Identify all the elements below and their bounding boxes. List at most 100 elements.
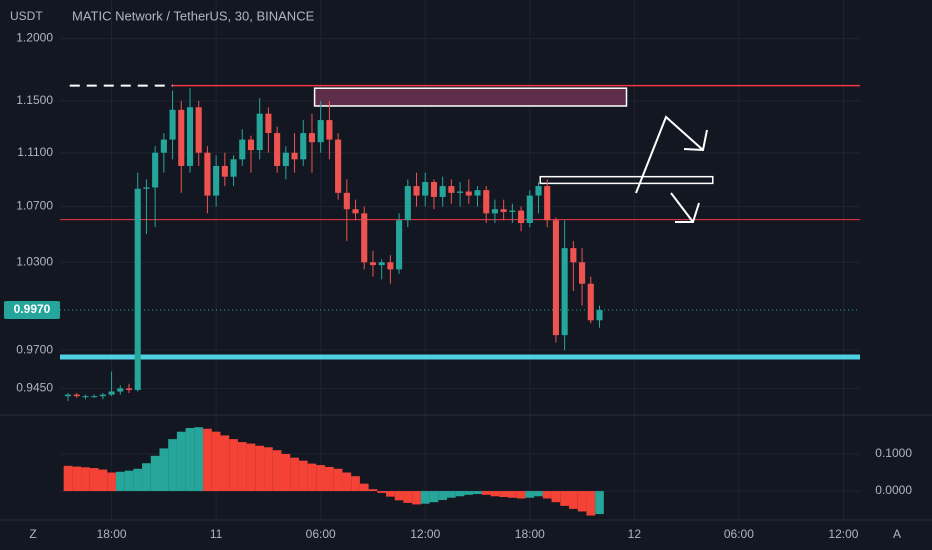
x-tick-label: 06:00 bbox=[306, 527, 336, 541]
x-tick-label: 12 bbox=[628, 527, 642, 541]
histogram-bar bbox=[72, 466, 82, 492]
histogram-bar bbox=[325, 466, 334, 492]
candle-body bbox=[247, 139, 255, 151]
zoom-button[interactable]: Z bbox=[29, 527, 36, 541]
unit-label: USDT bbox=[10, 9, 43, 23]
chart-title: MATIC Network / TetherUS, 30, BINANCE bbox=[72, 8, 315, 23]
candle-body bbox=[422, 182, 429, 196]
candle-body bbox=[204, 152, 211, 196]
histogram-bar bbox=[281, 453, 291, 492]
histogram-bar bbox=[176, 431, 186, 492]
histogram-bar bbox=[107, 472, 116, 492]
arrow-up bbox=[635, 115, 704, 194]
histogram-bar bbox=[394, 491, 404, 501]
histogram-bar bbox=[63, 465, 73, 492]
x-tick-label: 18:00 bbox=[515, 527, 545, 541]
histogram-bar bbox=[220, 435, 230, 492]
candle-body bbox=[474, 190, 481, 196]
x-tick-label: 12:00 bbox=[410, 527, 440, 541]
histogram-bar bbox=[298, 460, 308, 492]
candle-body bbox=[491, 209, 498, 214]
candle-body bbox=[230, 159, 237, 177]
zones bbox=[313, 87, 714, 185]
candle-body bbox=[152, 152, 159, 188]
histogram-bar bbox=[455, 491, 465, 497]
candle-body bbox=[343, 192, 350, 210]
histogram-bar bbox=[342, 472, 352, 492]
candle-body bbox=[404, 186, 411, 221]
candle-body bbox=[369, 262, 377, 266]
auto-scale-button[interactable]: A bbox=[893, 527, 901, 541]
candle-body bbox=[439, 186, 446, 197]
candle-body bbox=[282, 152, 289, 166]
candle-body bbox=[544, 186, 551, 221]
candle-body bbox=[91, 396, 98, 398]
candle-body bbox=[579, 262, 586, 284]
y-tick-label: 1.0300 bbox=[16, 254, 53, 268]
candle-body bbox=[265, 113, 272, 134]
histogram-bar bbox=[211, 431, 221, 492]
histogram-bar bbox=[133, 468, 143, 492]
histogram-bar bbox=[473, 491, 482, 495]
histogram-bar bbox=[595, 491, 604, 515]
x-tick-label: 11 bbox=[210, 527, 223, 541]
histogram-bar bbox=[168, 439, 177, 492]
histogram-bar bbox=[490, 491, 500, 497]
histogram-bar bbox=[115, 471, 125, 492]
candle-body bbox=[552, 220, 559, 336]
histogram-bar bbox=[429, 491, 439, 503]
candle-body bbox=[430, 182, 437, 197]
histogram-bar bbox=[525, 491, 535, 498]
candle-body bbox=[587, 283, 594, 321]
candle-body bbox=[274, 133, 281, 166]
histogram-bar bbox=[464, 491, 474, 495]
indicator-tick-label: 0.0000 bbox=[875, 483, 912, 497]
histogram-bar bbox=[307, 463, 317, 492]
candle-body bbox=[596, 309, 603, 321]
histogram-bar bbox=[499, 491, 509, 497]
candle-body bbox=[378, 262, 385, 266]
candle-body bbox=[535, 186, 542, 196]
histogram-bar bbox=[403, 491, 413, 503]
histogram-bar bbox=[194, 427, 204, 492]
candle-body bbox=[134, 188, 141, 390]
arrow-head bbox=[675, 202, 700, 223]
candle-body bbox=[518, 210, 525, 223]
candle-body bbox=[335, 139, 342, 193]
candle-body bbox=[465, 191, 472, 196]
y-tick-label: 1.1100 bbox=[17, 145, 53, 159]
candle-body bbox=[413, 186, 420, 196]
y-tick-label: 1.2000 bbox=[16, 31, 53, 45]
histogram-bar bbox=[124, 470, 134, 492]
histogram-bar bbox=[359, 483, 369, 492]
candle-body bbox=[300, 133, 307, 160]
candle-body bbox=[213, 165, 220, 196]
candle-body bbox=[64, 394, 72, 397]
histogram-bar bbox=[351, 476, 360, 492]
histogram-bar bbox=[246, 443, 256, 492]
candle-body bbox=[256, 113, 263, 151]
histogram-bar bbox=[255, 445, 265, 492]
histogram-bar bbox=[316, 465, 326, 492]
histogram-bar bbox=[386, 491, 395, 497]
candle-body bbox=[291, 152, 298, 160]
histogram-bar bbox=[264, 447, 273, 492]
histogram-bar bbox=[237, 442, 247, 492]
histogram-bar bbox=[508, 491, 517, 498]
histogram-bar bbox=[534, 491, 543, 497]
x-tick-label: 12:00 bbox=[828, 527, 858, 541]
histogram-bar bbox=[377, 491, 387, 493]
candle-body bbox=[82, 396, 89, 398]
histogram-bar bbox=[412, 491, 421, 505]
zone bbox=[313, 87, 628, 107]
x-tick-label: 18:00 bbox=[97, 527, 127, 541]
candle-body bbox=[308, 133, 316, 143]
histogram-bar bbox=[272, 450, 282, 492]
candle-body bbox=[73, 394, 80, 397]
candle-body bbox=[160, 139, 167, 153]
drawn-arrows bbox=[635, 115, 708, 223]
arrow-down bbox=[670, 192, 694, 223]
candle-body bbox=[326, 120, 333, 140]
arrow-head bbox=[683, 129, 708, 152]
